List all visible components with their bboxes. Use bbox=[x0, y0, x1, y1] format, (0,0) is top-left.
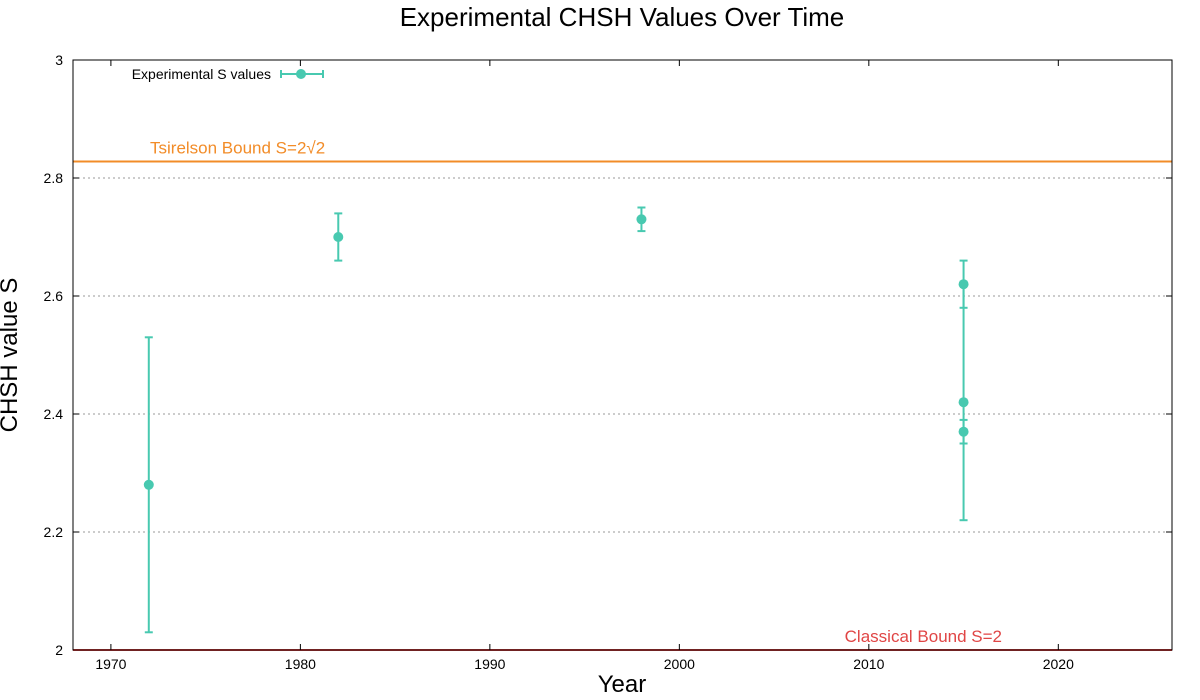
y-axis-ticks: 2 2.2 2.4 2.6 2.8 3 bbox=[44, 52, 1172, 658]
data-marker bbox=[333, 232, 344, 242]
y-tick-label: 2.8 bbox=[44, 170, 64, 186]
data-point bbox=[333, 212, 344, 262]
y-tick-label: 2.4 bbox=[44, 406, 64, 422]
x-axis-ticks: 1970 1980 1990 2000 2010 2020 bbox=[95, 60, 1074, 672]
data-point bbox=[143, 336, 154, 634]
data-point bbox=[958, 283, 969, 522]
reference-lines: Tsirelson Bound S=2√2 Classical Bound S=2 bbox=[73, 138, 1172, 651]
legend-label: Experimental S values bbox=[132, 66, 271, 82]
data-marker bbox=[958, 279, 969, 290]
legend-marker bbox=[296, 69, 306, 79]
y-axis-label: CHSH value S bbox=[0, 278, 23, 433]
chart-title: Experimental CHSH Values Over Time bbox=[400, 2, 845, 32]
x-tick-label: 1970 bbox=[95, 656, 126, 672]
reference-line-label: Tsirelson Bound S=2√2 bbox=[150, 138, 325, 157]
data-point bbox=[636, 206, 647, 233]
data-points bbox=[143, 206, 969, 634]
data-point bbox=[958, 418, 969, 445]
y-tick-label: 2.2 bbox=[44, 524, 64, 540]
data-marker bbox=[143, 479, 154, 490]
data-point bbox=[958, 259, 969, 309]
x-tick-label: 2000 bbox=[664, 656, 695, 672]
plot-frame bbox=[72, 59, 1173, 651]
y-tick-label: 2 bbox=[55, 642, 63, 658]
reference-line-label: Classical Bound S=2 bbox=[845, 627, 1002, 646]
x-tick-label: 2010 bbox=[853, 656, 884, 672]
data-marker bbox=[958, 397, 969, 408]
y-tick-label: 2.6 bbox=[44, 288, 64, 304]
x-axis-label: Year bbox=[598, 671, 647, 698]
x-tick-label: 2020 bbox=[1043, 656, 1074, 672]
data-marker bbox=[636, 214, 647, 225]
data-marker bbox=[958, 426, 969, 437]
x-tick-label: 1980 bbox=[285, 656, 316, 672]
grid-lines bbox=[73, 177, 1172, 533]
legend: Experimental S values bbox=[132, 66, 324, 82]
y-tick-label: 3 bbox=[55, 52, 63, 68]
x-tick-label: 1990 bbox=[474, 656, 505, 672]
